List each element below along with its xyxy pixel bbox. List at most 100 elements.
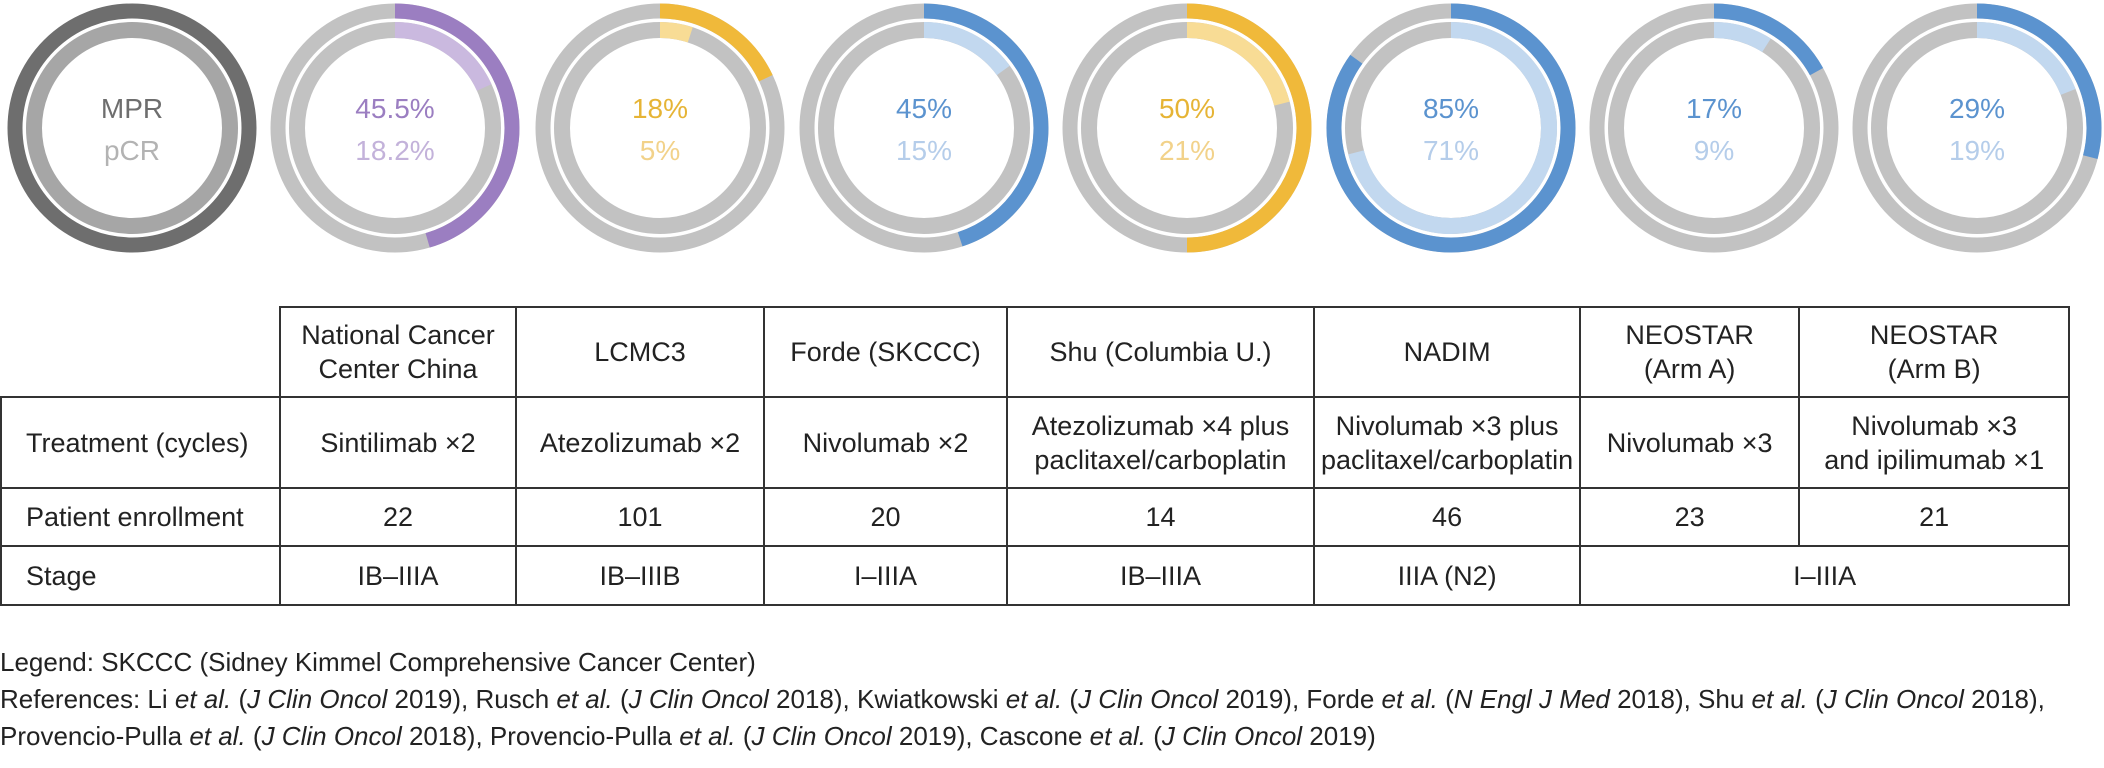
reference-text-segment: 2019), Forde [1218,684,1382,714]
treatment-cell: Atezolizumab ×4 plus paclitaxel/carboplat… [1006,396,1315,489]
header-cell-line: NADIM [1403,337,1491,367]
treatment-cell-line: Atezolizumab ×2 [539,427,741,458]
stage-cell: I–IIIA [763,545,1008,606]
row-label-enrollment: Patient enrollment [0,487,281,547]
donut-3-mpr-label: 45% [896,93,952,124]
reference-text-segment: N Engl J Med [1453,684,1610,714]
reference-text-segment: 2019) [1302,721,1376,751]
table-header-row: National Cancer Center China LCMC3 Forde (S… [1,306,2071,398]
enrollment-cell: 20 [763,487,1008,547]
donut-4-pcr-arc [1186,22,1290,106]
enrollment-cell: 22 [279,487,517,547]
legend-note: Legend: SKCCC (Sidney Kimmel Comprehensi… [0,647,756,677]
stage-cell: I–IIIA [1579,545,2071,606]
table-corner-cell [1,307,281,398]
reference-text-segment: J Clin Oncol [628,684,769,714]
stage-cell: IB–IIIA [279,545,517,606]
donut-1-pcr-arc [394,22,492,91]
header-cell-line: NEOSTAR [1625,320,1754,350]
header-cell-line: LCMC3 [594,337,686,367]
reference-text-segment: ( [1807,684,1824,714]
enrollment-cell: 23 [1579,487,1801,547]
table-row-treatment: Treatment (cycles) Sintilimab ×2 Atezoliz… [0,396,2071,489]
stage-cell: IB–IIIA [1006,545,1315,606]
header-cell: NADIM [1312,306,1582,398]
reference-text-segment: ( [245,721,262,751]
row-label-stage: Stage [0,545,281,606]
header-cell: NEOSTAR (Arm B) [1798,306,2071,398]
donut-1-mpr-arc [394,3,520,248]
donut-chart-strip: MPR pCR 45.5% 18.2% 18% 5% 45% 15% 50% 21% 85% 71% 1… [7,3,2102,253]
reference-text-segment: 2019), Rusch [387,684,557,714]
stage-cell: IIIA (N2) [1312,545,1582,606]
row-label-treatment: Treatment (cycles) [0,396,281,489]
donut-2-pcr-arc [659,22,693,43]
donut-1-pcr-label: 18.2% [355,135,434,166]
treatment-cell: Sintilimab ×2 [279,396,517,489]
donut-2-mpr-label: 18% [632,93,688,124]
reference-text-segment: et al. [1751,684,1808,714]
donut-2-mpr-arc [659,3,773,82]
treatment-cell: Nivolumab ×3 [1579,396,1801,489]
reference-text-segment: et al. [679,721,736,751]
donut-6-pcr-label: 9% [1694,135,1734,166]
donut-5-mpr-label: 85% [1423,93,1479,124]
header-cell-line: (Arm A) [1643,354,1736,384]
header-cell: NEOSTAR (Arm A) [1579,306,1801,398]
reference-text-segment: J Clin Oncol [1078,684,1219,714]
treatment-cell: Nivolumab ×3 plus paclitaxel/carboplatin [1312,396,1582,489]
reference-text-segment: J Clin Oncol [261,721,402,751]
legend-outer-ring [7,3,257,253]
reference-text-segment: et al. [189,721,246,751]
legend-label-pcr: pCR [104,135,160,166]
donut-5-pcr-label: 71% [1423,135,1479,166]
table-row-enrollment: Patient enrollment 22 101 20 14 46 23 21 [0,487,2071,547]
reference-text-segment: et al. [174,684,232,714]
reference-text-segment: J Clin Oncol [1161,721,1303,751]
reference-text-segment: ( [1062,684,1079,714]
treatment-cell-line: Sintilimab ×2 [320,427,476,458]
donut-2-pcr-label: 5% [640,135,680,166]
donut-7-pcr-label: 19% [1949,135,2005,166]
reference-text-segment: ( [612,684,629,714]
treatment-cell-line: and ipilimumab ×1 [1824,444,2045,475]
reference-text-segment: References: Li [0,684,175,714]
reference-text-segment: 2018), Provencio-Pulla [401,721,680,751]
header-cell: LCMC3 [515,306,765,398]
donut-3-pcr-label: 15% [896,135,952,166]
reference-text-segment: ( [231,684,248,714]
header-cell-line: (Arm B) [1887,354,1981,384]
donut-3-mpr-arc [923,3,1049,247]
reference-text-segment: 2018), Shu [1609,684,1752,714]
treatment-cell: Nivolumab ×2 [763,396,1008,489]
header-cell-line: Center China [318,354,478,384]
donut-6-mpr-arc [1713,3,1824,76]
treatment-cell-line: Nivolumab ×3 [1851,410,2018,441]
treatment-cell: Nivolumab ×3 and ipilimumab ×1 [1798,396,2071,489]
table-row-stage: Stage IB–IIIA IB–IIIB I–IIIA IB–IIIA IIIA (N… [0,545,2071,606]
reference-text-segment: 2019), Cascone [891,721,1090,751]
donut-2-inner-track [554,22,766,234]
legend-inner-ring [26,22,238,234]
header-cell-line: Shu (Columbia U.) [1049,337,1272,367]
header-cell-line: National Cancer [301,320,495,350]
donut-5-pcr-arc [1348,22,1557,234]
enrollment-cell: 14 [1006,487,1315,547]
reference-text-segment: ( [1437,684,1454,714]
treatment-cell-line: Nivolumab ×3 [1606,427,1773,458]
donut-4-mpr-arc [1186,3,1312,253]
reference-text-segment: 2018), Provencio-Pulla [0,684,2045,751]
reference-text-segment: ( [735,721,752,751]
enrollment-cell: 21 [1798,487,2071,547]
reference-text-segment: J Clin Oncol [1823,684,1964,714]
donut-7-pcr-arc [1976,22,2076,96]
treatment-cell-line: Nivolumab ×3 plus [1335,410,1559,441]
treatment-cell-line: Atezolizumab ×4 plus [1031,410,1290,441]
donut-4-pcr-label: 21% [1159,135,1215,166]
references-note: References: Li et al. (J Clin Oncol 2019… [0,681,2104,755]
enrollment-cell: 46 [1312,487,1582,547]
treatment-cell: Atezolizumab ×2 [515,396,765,489]
treatment-cell-line: paclitaxel/carboplatin [1321,444,1574,475]
header-cell: National Cancer Center China [279,306,517,398]
reference-text-segment: 2018), Kwiatkowski [768,684,1006,714]
